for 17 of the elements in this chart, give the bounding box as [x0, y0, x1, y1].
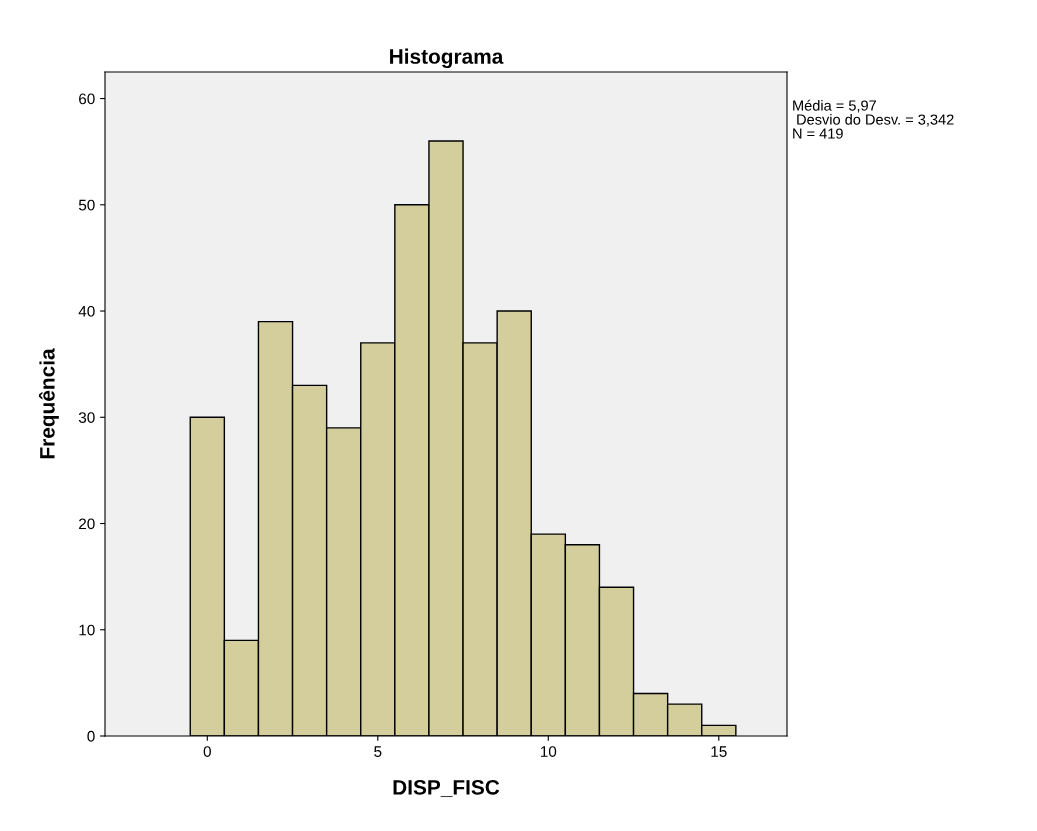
x-tick-label: 0 — [203, 746, 211, 757]
text: Média = 5,97 — [793, 99, 876, 113]
y-tick-label: 50 — [78, 199, 95, 211]
text: Desvio do Desv. = 3,342 — [797, 114, 954, 127]
x-tick-label: 5 — [374, 746, 382, 757]
y-tick-label: 30 — [78, 412, 95, 423]
text: N = 419 — [793, 128, 843, 139]
y-tick-label: 20 — [79, 518, 95, 530]
y-tick-label: 60 — [79, 93, 95, 105]
x-tick-label: 10 — [540, 746, 557, 757]
y-tick-label: 10 — [79, 624, 95, 636]
y-tick-label: 40 — [78, 305, 95, 317]
x-tick-label: 15 — [711, 746, 727, 757]
x-axis-title: DISP_FISC — [393, 779, 500, 798]
chart-title: Histograma — [390, 48, 504, 69]
y-axis-title: Frequência — [38, 348, 59, 459]
y-tick-label: 0 — [87, 730, 95, 742]
